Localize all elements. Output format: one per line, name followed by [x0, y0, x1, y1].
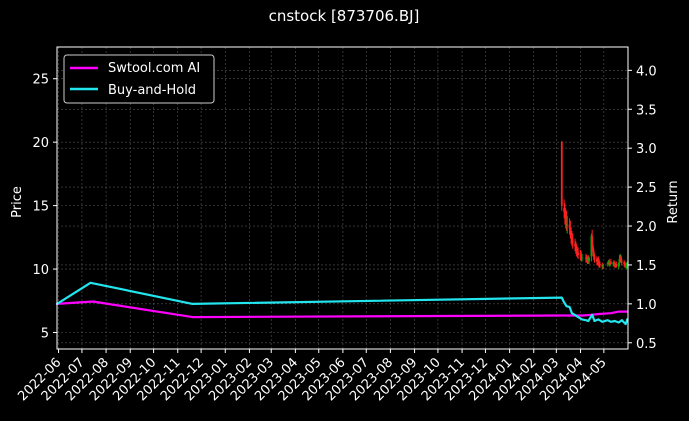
candle-body [609, 261, 612, 264]
y-tick-label-right: 1.0 [636, 298, 657, 313]
candle-body [593, 256, 596, 259]
candle-body [625, 265, 628, 267]
candle-body [564, 218, 567, 221]
legend-label-swtool: Swtool.com AI [108, 61, 200, 76]
candle-body [613, 262, 615, 264]
candle-body [571, 237, 573, 240]
y-tick-label-left: 20 [32, 136, 49, 151]
candle-body [571, 239, 574, 244]
candle-body [620, 261, 623, 263]
series-line-buy-and-hold [55, 281, 629, 326]
y-tick-label-right: 3.5 [636, 103, 657, 118]
y-tick-label-left: 25 [32, 73, 49, 88]
candle-body [588, 257, 590, 262]
y-tick-label-left: 5 [41, 327, 49, 342]
candle-body [560, 142, 563, 206]
candle-body [576, 251, 579, 253]
candle-body [592, 246, 594, 252]
y-tick-label-right: 1.5 [636, 259, 657, 274]
candle-body [599, 263, 601, 266]
candle-body [591, 236, 594, 247]
candle-body [597, 260, 600, 263]
y-tick-label-right: 2.0 [636, 220, 657, 235]
legend-label-buy-and-hold: Buy-and-Hold [108, 83, 196, 98]
candle-body [563, 208, 566, 212]
y-tick-label-right: 2.5 [636, 181, 657, 196]
candle-body [602, 265, 604, 267]
legend: Swtool.com AI Buy-and-Hold [63, 54, 215, 104]
candle-body [574, 243, 576, 247]
candlestick-series [560, 140, 629, 270]
candle-body [618, 258, 621, 263]
y-tick-label-right: 4.0 [636, 64, 657, 79]
candle-body [564, 211, 566, 219]
candle-body [566, 224, 569, 226]
candle-body [570, 233, 573, 238]
y-tick-label-left: 10 [32, 263, 49, 278]
y-tick-label-right: 3.0 [636, 142, 657, 157]
legend-box [63, 54, 215, 104]
return-lines [55, 281, 629, 326]
candle-body [623, 263, 626, 266]
candle-body [598, 262, 601, 264]
candle-body [579, 255, 582, 257]
chart-title: cnstock [873706.BJ] [269, 7, 420, 25]
candle-body [620, 256, 622, 262]
y-tick-label-left: 15 [32, 200, 49, 215]
candle-body [581, 257, 583, 259]
candle-body [569, 228, 572, 234]
y-axis-label-right: Return [666, 180, 681, 223]
grid [57, 47, 628, 349]
candle-body [575, 248, 578, 252]
candle-body [565, 220, 568, 225]
candle-body [577, 252, 580, 256]
y-axis-label-left: Price [10, 186, 25, 218]
candle-body [568, 224, 571, 229]
candle-body [615, 263, 618, 267]
candle-body [617, 262, 620, 267]
candle-body [623, 262, 626, 264]
candle-body [592, 251, 595, 257]
candle-body [626, 263, 629, 266]
candle-body [574, 246, 577, 249]
candle-body [595, 258, 598, 262]
y-tick-label-right: 0.5 [636, 337, 657, 352]
series-line-swtool [55, 300, 629, 319]
candle-body [585, 257, 587, 259]
candle-body [580, 256, 583, 258]
